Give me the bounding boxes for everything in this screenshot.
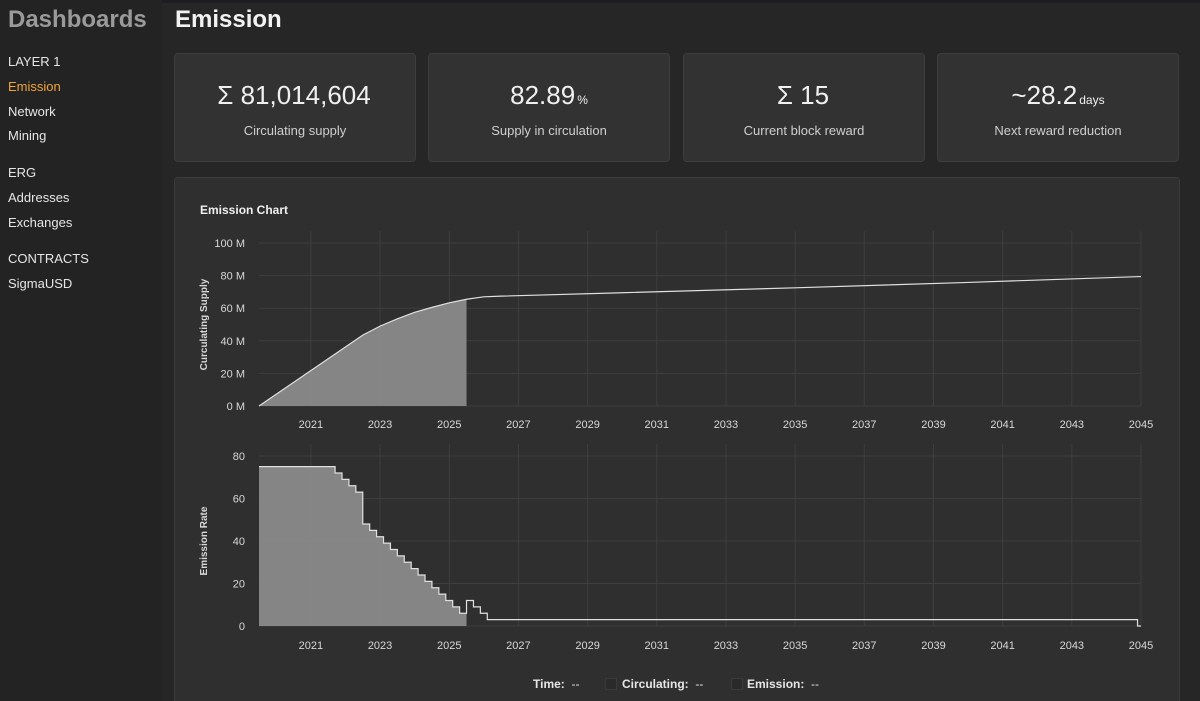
page-title: Emission	[175, 6, 282, 33]
y-tick-label: 0	[239, 621, 245, 633]
stat-card-next-reward-reduction: ~28.2 days Next reward reduction	[937, 53, 1179, 162]
x-tick-label: 2039	[921, 640, 945, 652]
sidebar: Dashboards LAYER 1 Emission Network Mini…	[0, 0, 162, 701]
legend-swatch-circulating	[605, 678, 617, 690]
series-line	[259, 466, 1141, 627]
x-tick-label: 2035	[783, 419, 807, 431]
stat-card-supply-in-circulation: 82.89% Supply in circulation	[428, 53, 670, 162]
x-tick-label: 2035	[783, 640, 807, 652]
stat-value: Σ 15	[776, 80, 830, 110]
x-tick-label: 2031	[645, 419, 669, 431]
y-tick-label: 20 M	[221, 368, 245, 380]
y-tick-label: 40	[233, 536, 245, 548]
brand-title[interactable]: Dashboards	[8, 6, 147, 33]
x-tick-label: 2027	[506, 419, 530, 431]
stat-value: ~28.2 days	[1011, 80, 1105, 110]
x-tick-label: 2029	[575, 419, 599, 431]
y-tick-label: 80	[233, 451, 245, 463]
series-line	[258, 275, 1142, 407]
sidebar-item-sigmausd[interactable]: SigmaUSD	[8, 276, 73, 291]
sidebar-section-contracts: CONTRACTS	[8, 251, 89, 266]
sidebar-item-addresses[interactable]: Addresses	[8, 190, 70, 205]
x-tick-label: 2045	[1129, 419, 1153, 431]
x-tick-label: 2045	[1129, 640, 1153, 652]
x-tick-label: 2031	[645, 640, 669, 652]
y-tick-label: 0 M	[227, 401, 245, 413]
x-tick-label: 2041	[990, 640, 1014, 652]
x-tick-label: 2023	[368, 640, 392, 652]
x-tick-label: 2025	[437, 640, 461, 652]
x-tick-label: 2041	[990, 419, 1014, 431]
stat-label: Circulating supply	[243, 123, 347, 138]
sidebar-item-exchanges[interactable]: Exchanges	[8, 215, 73, 230]
y-tick-label: 100 M	[214, 238, 245, 250]
x-tick-label: 2043	[1060, 640, 1084, 652]
sidebar-item-network[interactable]: Network	[8, 104, 56, 119]
chart-title: Emission Chart	[200, 203, 289, 217]
legend-circulating: Circulating: --	[622, 677, 704, 691]
legend-time: Time: --	[533, 677, 580, 691]
stat-card-current-block-reward: Σ 15 Current block reward	[683, 53, 925, 162]
stat-value: Σ 81,014,604	[217, 80, 371, 110]
y-tick-label: 60	[233, 494, 245, 506]
stat-label: Current block reward	[743, 123, 865, 138]
x-tick-label: 2021	[299, 419, 323, 431]
window-top-border	[0, 0, 1200, 3]
x-tick-label: 2023	[368, 419, 392, 431]
y-axis-label: Curculating Supply	[199, 278, 210, 370]
x-tick-label: 2039	[921, 419, 945, 431]
x-tick-label: 2029	[575, 640, 599, 652]
sidebar-section-erg: ERG	[8, 165, 37, 180]
y-tick-label: 60 M	[221, 303, 245, 315]
x-tick-label: 2033	[714, 419, 738, 431]
y-tick-label: 40 M	[221, 336, 245, 348]
stat-card-circulating-supply: Σ 81,014,604 Circulating supply	[174, 53, 416, 162]
sidebar-item-mining[interactable]: Mining	[8, 128, 47, 143]
x-tick-label: 2027	[506, 640, 530, 652]
legend-emission: Emission: --	[747, 677, 820, 691]
y-axis-label: Emission Rate	[199, 506, 210, 575]
legend-swatch-emission	[731, 678, 743, 690]
stat-label: Next reward reduction	[994, 123, 1122, 138]
x-tick-label: 2021	[299, 640, 323, 652]
y-tick-label: 20	[233, 579, 245, 591]
sidebar-item-emission[interactable]: Emission	[8, 79, 61, 94]
x-tick-label: 2037	[852, 640, 876, 652]
x-tick-label: 2043	[1060, 419, 1084, 431]
x-tick-label: 2033	[714, 640, 738, 652]
y-tick-label: 80 M	[221, 271, 245, 283]
series-area	[259, 299, 467, 406]
series-area	[259, 466, 467, 626]
sidebar-section-layer1: LAYER 1	[8, 54, 61, 69]
stat-label: Supply in circulation	[491, 123, 607, 138]
stat-value: 82.89%	[510, 80, 588, 110]
x-tick-label: 2025	[437, 419, 461, 431]
x-tick-label: 2037	[852, 419, 876, 431]
